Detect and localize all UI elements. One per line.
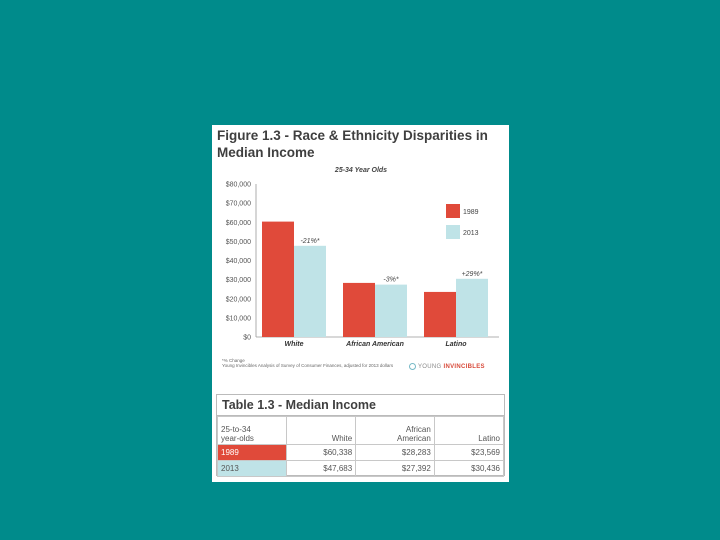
young-invincibles-logo: YOUNG INVINCIBLES: [409, 363, 485, 370]
header-aa-line1: African: [405, 425, 431, 434]
legend-swatch-1989: [446, 204, 460, 218]
legend-label-1989: 1989: [463, 209, 479, 216]
bar-2013-white: [294, 245, 326, 337]
logo-invincibles-text: INVINCIBLES: [443, 363, 485, 370]
cell-latino-1989: $23,569: [433, 444, 505, 461]
bar-2013-latino: [456, 278, 488, 337]
chart-note-source: Young Invincibles Analysis of Survey of …: [222, 363, 394, 368]
figure-card: Figure 1.3 - Race & Ethnicity Disparitie…: [212, 125, 509, 482]
change-annotation: -21%*: [300, 238, 319, 245]
cell-aa-1989: $28,283: [355, 444, 435, 461]
x-category-label: African American: [345, 341, 404, 348]
y-tick-label: $40,000: [226, 258, 251, 265]
cell-white-2013: $47,683: [285, 460, 357, 477]
change-annotation: -3%*: [383, 277, 398, 284]
x-category-label: Latino: [446, 341, 468, 348]
median-income-table: Table 1.3 - Median Income 25-to-34 year-…: [216, 394, 505, 477]
table-row: 1989 $60,338 $28,283 $23,569: [217, 444, 505, 461]
logo-mark-icon: [409, 363, 416, 370]
figure-title: Figure 1.3 - Race & Ethnicity Disparitie…: [217, 127, 502, 161]
header-african-american: African American: [355, 416, 435, 445]
y-tick-label: $20,000: [226, 296, 251, 303]
bar-1989-african-american: [343, 282, 375, 337]
legend-swatch-2013: [446, 225, 460, 239]
bar-chart: 25-34 Year Olds $0 $10,000 $20,000 $30,000 $4…: [226, 167, 499, 348]
header-age-line1: 25-to-34: [221, 425, 251, 434]
table-title: Table 1.3 - Median Income: [217, 395, 504, 416]
cell-white-1989: $60,338: [285, 444, 357, 461]
y-tick-label: $50,000: [226, 239, 251, 246]
row-label-2013: 2013: [217, 460, 287, 477]
legend-label-2013: 2013: [463, 230, 479, 237]
bar-2013-african-american: [375, 284, 407, 337]
y-tick-label: $80,000: [226, 182, 251, 189]
y-tick-label: $10,000: [226, 315, 251, 322]
header-age-group: 25-to-34 year-olds: [217, 416, 287, 445]
logo-young-text: YOUNG: [418, 363, 442, 370]
table-row: 2013 $47,683 $27,392 $30,436: [217, 460, 505, 477]
header-white: White: [285, 416, 357, 445]
x-category-label: White: [284, 341, 303, 348]
bar-1989-white: [262, 221, 294, 337]
chart-note-change: *% Change: [222, 358, 245, 363]
header-age-line2: year-olds: [221, 434, 254, 443]
y-tick-label: $60,000: [226, 220, 251, 227]
cell-latino-2013: $30,436: [433, 460, 505, 477]
header-latino: Latino: [433, 416, 505, 445]
figure-title-line1: Figure 1.3 - Race & Ethnicity Disparitie…: [217, 128, 488, 143]
income-table: 25-to-34 year-olds White African America…: [217, 416, 505, 477]
figure-title-line2: Median Income: [217, 145, 315, 160]
header-aa-line2: American: [396, 434, 431, 443]
chart-title: 25-34 Year Olds: [334, 167, 387, 174]
bar-1989-latino: [424, 291, 456, 337]
cell-aa-2013: $27,392: [355, 460, 435, 477]
y-tick-label: $70,000: [226, 201, 251, 208]
change-annotation: +29%*: [462, 271, 483, 278]
y-tick-label: $0: [243, 335, 251, 342]
y-tick-label: $30,000: [226, 277, 251, 284]
table-header-row: 25-to-34 year-olds White African America…: [217, 416, 505, 445]
row-label-1989: 1989: [217, 444, 287, 461]
